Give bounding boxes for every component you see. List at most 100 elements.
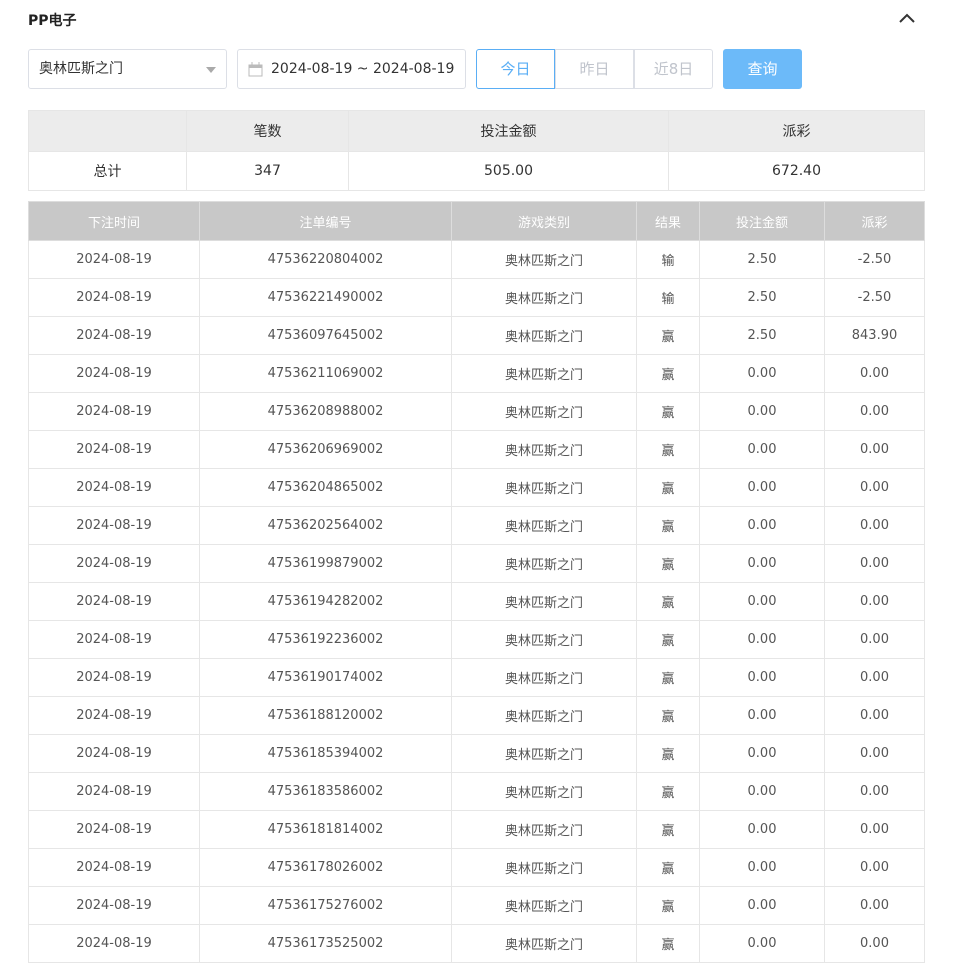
table-cell: 奥林匹斯之门	[451, 354, 637, 393]
column-header: 投注金额	[699, 201, 825, 241]
table-cell: 0.00	[824, 772, 925, 811]
table-cell: 47536199879002	[199, 544, 452, 583]
table-cell: 0.00	[824, 886, 925, 925]
table-row: 2024-08-19 47536183586002 奥林匹斯之门赢 0.00 0.00	[28, 772, 925, 811]
table-cell: 0.00	[699, 734, 825, 773]
table-cell: 赢	[636, 848, 700, 887]
section-title: PP电子	[28, 13, 77, 29]
table-cell: 0.00	[824, 582, 925, 621]
quick-button[interactable]: 近8日	[634, 49, 713, 89]
table-cell: 奥林匹斯之门	[451, 468, 637, 507]
table-cell: 奥林匹斯之门	[451, 924, 637, 963]
table-cell: 0.00	[699, 506, 825, 545]
table-cell: 奥林匹斯之门	[451, 810, 637, 849]
table-cell: 奥林匹斯之门	[451, 506, 637, 545]
table-cell: 赢	[636, 734, 700, 773]
table-cell: 0.00	[699, 392, 825, 431]
table-cell: 赢	[636, 316, 700, 355]
table-cell: 0.00	[824, 468, 925, 507]
table-row: 2024-08-19 47536202564002 奥林匹斯之门赢 0.00 0.00	[28, 506, 925, 545]
table-cell: 奥林匹斯之门	[451, 620, 637, 659]
table-cell: 0.00	[699, 658, 825, 697]
table-cell: 0.00	[824, 506, 925, 545]
table-cell: 47536173525002	[199, 924, 452, 963]
summary-label: 总计	[28, 151, 187, 191]
table-cell: 赢	[636, 430, 700, 469]
table-cell: -2.50	[824, 278, 925, 317]
summary-corner	[28, 110, 187, 152]
table-row: 2024-08-19 47536178026002 奥林匹斯之门赢 0.00 0.00	[28, 848, 925, 887]
table-cell: 0.00	[824, 734, 925, 773]
table-cell: 0.00	[699, 848, 825, 887]
table-cell: 赢	[636, 468, 700, 507]
table-cell: 47536175276002	[199, 886, 452, 925]
table-cell: 2024-08-19	[28, 696, 200, 735]
table-cell: 赢	[636, 924, 700, 963]
search-button[interactable]: 查询	[723, 49, 802, 89]
table-cell: 2024-08-19	[28, 582, 200, 621]
table-cell: 0.00	[824, 658, 925, 697]
table-cell: 47536185394002	[199, 734, 452, 773]
table-cell: 2024-08-19	[28, 658, 200, 697]
table-cell: 2024-08-19	[28, 430, 200, 469]
table-cell: 奥林匹斯之门	[451, 430, 637, 469]
summary-header: 笔数	[186, 110, 349, 152]
quick-button[interactable]: 今日	[476, 49, 555, 89]
collapse-icon[interactable]	[897, 11, 917, 25]
column-header: 结果	[636, 201, 700, 241]
table-cell: 赢	[636, 354, 700, 393]
summary-header: 派彩	[668, 110, 925, 152]
table-cell: 奥林匹斯之门	[451, 734, 637, 773]
summary-cell: 505.00	[348, 151, 669, 191]
table-cell: 奥林匹斯之门	[451, 658, 637, 697]
table-cell: 赢	[636, 658, 700, 697]
table-row: 2024-08-19 47536204865002 奥林匹斯之门赢 0.00 0.00	[28, 468, 925, 507]
table-cell: 47536220804002	[199, 240, 452, 279]
table-cell: 47536192236002	[199, 620, 452, 659]
table-cell: 奥林匹斯之门	[451, 278, 637, 317]
table-cell: 2.50	[699, 278, 825, 317]
table-cell: 2024-08-19	[28, 848, 200, 887]
table-cell: 0.00	[824, 924, 925, 963]
table-cell: 0.00	[824, 544, 925, 583]
table-cell: 47536208988002	[199, 392, 452, 431]
column-header: 游戏类别	[451, 201, 637, 241]
table-cell: 2024-08-19	[28, 278, 200, 317]
table-cell: 0.00	[699, 582, 825, 621]
table-cell: 2024-08-19	[28, 468, 200, 507]
table-cell: 2024-08-19	[28, 392, 200, 431]
table-cell: 0.00	[824, 354, 925, 393]
table-cell: 0.00	[824, 696, 925, 735]
game-select[interactable]: 奥林匹斯之门	[28, 49, 227, 89]
table-cell: 47536202564002	[199, 506, 452, 545]
table-cell: 0.00	[824, 430, 925, 469]
table-cell: 0.00	[824, 810, 925, 849]
table-cell: 0.00	[699, 544, 825, 583]
table-cell: 赢	[636, 392, 700, 431]
column-header: 注单编号	[199, 201, 452, 241]
table-cell: 47536188120002	[199, 696, 452, 735]
table-cell: 843.90	[824, 316, 925, 355]
table-cell: 2024-08-19	[28, 620, 200, 659]
table-cell: 2024-08-19	[28, 886, 200, 925]
table-cell: 47536211069002	[199, 354, 452, 393]
table-row: 2024-08-19 47536221490002 奥林匹斯之门输 2.50 -2.50	[28, 278, 925, 317]
table-cell: 2024-08-19	[28, 506, 200, 545]
table-cell: 2024-08-19	[28, 734, 200, 773]
table-cell: 赢	[636, 620, 700, 659]
quick-button[interactable]: 昨日	[555, 49, 634, 89]
date-picker[interactable]: 2024-08-19 ~ 2024-08-19	[237, 49, 466, 89]
table-cell: 奥林匹斯之门	[451, 772, 637, 811]
table-cell: 赢	[636, 696, 700, 735]
table-cell: 0.00	[699, 696, 825, 735]
table-cell: 47536181814002	[199, 810, 452, 849]
table-row: 2024-08-19 47536173525002 奥林匹斯之门赢 0.00 0.00	[28, 924, 925, 963]
game-select-value: 奥林匹斯之门	[39, 61, 123, 77]
bet-table: 下注时间 注单编号 游戏类别 结果 投注金额 派彩 2024-08-19 4753622080…	[28, 201, 925, 963]
summary-cell: 672.40	[668, 151, 925, 191]
table-cell: 0.00	[699, 430, 825, 469]
table-cell: 奥林匹斯之门	[451, 392, 637, 431]
table-cell: 奥林匹斯之门	[451, 582, 637, 621]
column-header: 派彩	[824, 201, 925, 241]
table-cell: 0.00	[824, 848, 925, 887]
